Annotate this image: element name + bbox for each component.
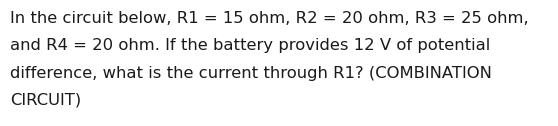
Text: CIRCUIT): CIRCUIT) [10, 93, 81, 108]
Text: In the circuit below, R1 = 15 ohm, R2 = 20 ohm, R3 = 25 ohm,: In the circuit below, R1 = 15 ohm, R2 = … [10, 11, 528, 26]
Text: difference, what is the current through R1? (COMBINATION: difference, what is the current through … [10, 66, 492, 81]
Text: and R4 = 20 ohm. If the battery provides 12 V of potential: and R4 = 20 ohm. If the battery provides… [10, 38, 490, 53]
